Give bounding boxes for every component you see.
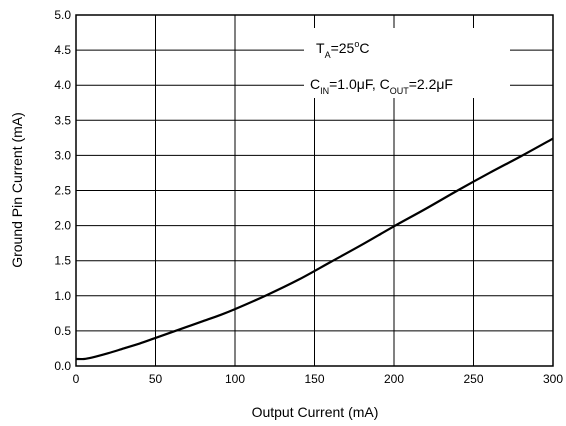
x-tick-label: 50 xyxy=(149,372,163,386)
y-tick-label: 3.5 xyxy=(54,113,71,127)
y-tick-label: 2.5 xyxy=(54,184,71,198)
y-tick-label: 0.5 xyxy=(54,324,71,338)
y-tick-label: 4.5 xyxy=(54,43,71,57)
conditions-annotation: TA=25oC CIN=1.0μF, COUT=2.2μF xyxy=(304,28,510,98)
x-tick-label: 250 xyxy=(463,372,483,386)
y-axis-label: Ground Pin Current (mA) xyxy=(9,112,25,268)
y-tick-label: 1.5 xyxy=(54,254,71,268)
capacitance-annotation: CIN=1.0μF, COUT=2.2μF xyxy=(310,76,453,96)
y-tick-label: 4.0 xyxy=(54,78,71,92)
tick-labels: 0 50 100 150 200 250 300 0.0 0.5 1.0 1.5 2.0 2.5 3.0 3… xyxy=(54,8,563,386)
plot-frame xyxy=(75,14,554,367)
series-layer xyxy=(75,137,554,361)
y-tick-label: 2.0 xyxy=(54,219,71,233)
y-tick-label: 0.0 xyxy=(54,359,71,373)
x-tick-label: 100 xyxy=(225,372,245,386)
y-tick-label: 5.0 xyxy=(54,8,71,22)
ground-current-line xyxy=(75,137,554,361)
x-tick-label: 0 xyxy=(73,372,80,386)
x-tick-label: 300 xyxy=(543,372,563,386)
x-tick-label: 150 xyxy=(304,372,324,386)
annotation-background xyxy=(304,28,510,98)
temperature-annotation: TA=25oC xyxy=(316,39,369,60)
y-tick-label: 3.0 xyxy=(54,148,71,162)
x-axis-label: Output Current (mA) xyxy=(252,404,379,420)
x-tick-label: 200 xyxy=(384,372,404,386)
y-tick-label: 1.0 xyxy=(54,289,71,303)
